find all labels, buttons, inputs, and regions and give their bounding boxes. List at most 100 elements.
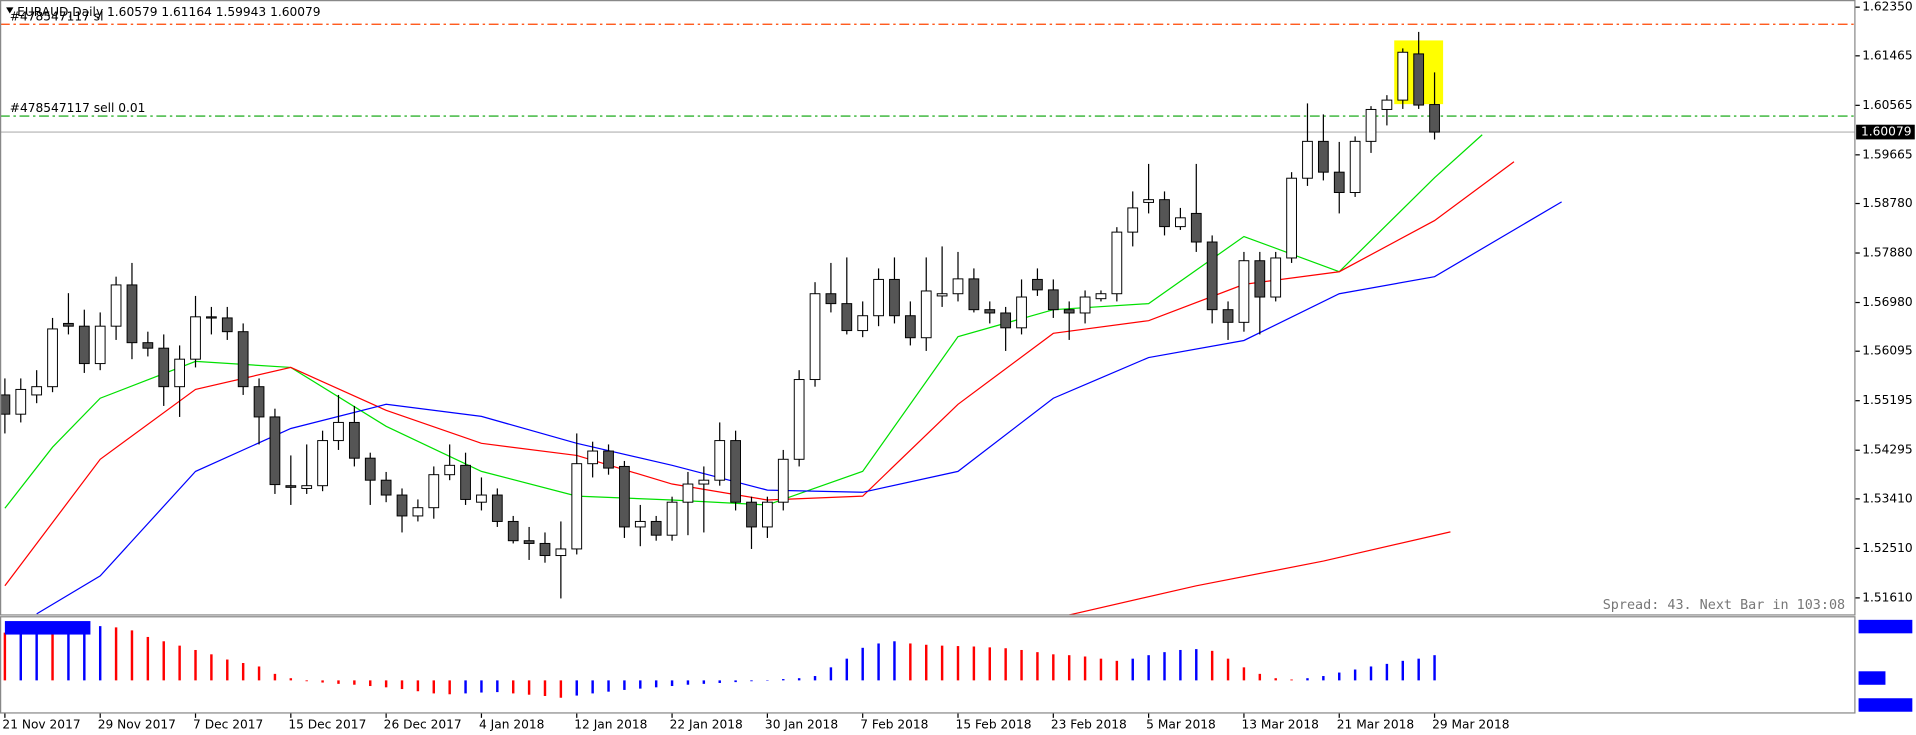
- candle-body: [730, 440, 741, 503]
- candle-body: [1190, 212, 1202, 243]
- candle-body: [396, 494, 408, 517]
- candle-body: [364, 457, 376, 481]
- candle-body: [0, 394, 11, 415]
- candle-body: [1032, 278, 1043, 291]
- candle-body: [1365, 108, 1377, 142]
- candle-body: [269, 416, 281, 486]
- candle-body: [666, 501, 678, 536]
- candle-body: [619, 465, 630, 528]
- candle-body: [1429, 104, 1440, 133]
- candle-body: [221, 317, 233, 333]
- candle-body: [174, 358, 186, 388]
- candle-body: [1047, 289, 1059, 311]
- x-tick-label: 26 Dec 2017: [384, 718, 462, 732]
- indicator-axis-badge: [1858, 619, 1913, 634]
- x-tick-label: 15 Feb 2018: [956, 718, 1032, 732]
- candle-body: [142, 342, 154, 349]
- candle-body: [47, 328, 58, 388]
- menu-arrow: [6, 7, 14, 14]
- y-tick-label: 1.62350: [1862, 0, 1912, 14]
- candle-body: [1317, 140, 1329, 173]
- sub-panel: [3, 626, 1436, 698]
- candle-body: [94, 325, 106, 365]
- candle-body: [904, 315, 916, 339]
- y-tick-label: 1.51610: [1862, 590, 1912, 604]
- x-tick-label: 12 Jan 2018: [574, 718, 647, 732]
- y-tick-label: 1.61465: [1862, 48, 1912, 62]
- candle-body: [1111, 231, 1123, 295]
- y-tick-label: 1.58780: [1862, 196, 1912, 210]
- candle-body: [1000, 312, 1012, 329]
- order-label: #478547117 sl: [10, 9, 104, 23]
- candle-body: [746, 501, 757, 528]
- candle-body: [348, 421, 360, 459]
- y-tick-label: 1.53410: [1862, 491, 1912, 505]
- x-tick-label: 21 Mar 2018: [1337, 718, 1414, 732]
- candle-body: [1238, 260, 1250, 323]
- candle-body: [698, 479, 710, 485]
- candle-body: [682, 483, 694, 503]
- candle-body: [158, 347, 170, 388]
- x-tick-label: 4 Jan 2018: [479, 718, 544, 732]
- candle-body: [491, 494, 503, 522]
- last-price-label: 1.60079: [1861, 125, 1911, 139]
- order-label: #478547117 sell 0.01: [10, 101, 146, 115]
- x-tick-label: 29 Mar 2018: [1432, 718, 1509, 732]
- candle-body: [317, 440, 328, 487]
- candle-body: [63, 322, 74, 327]
- x-tick-label: 30 Jan 2018: [765, 718, 838, 732]
- y-tick-label: 1.56095: [1862, 344, 1912, 358]
- y-tick-label: 1.54295: [1862, 443, 1912, 457]
- indicator-axis-badge: [1858, 698, 1913, 712]
- candle-body: [1143, 199, 1154, 203]
- x-tick-label: 23 Feb 2018: [1051, 718, 1127, 732]
- indicator-axis-badge: [1858, 671, 1886, 685]
- ma-line: [1069, 531, 1451, 615]
- candle-body: [237, 331, 249, 388]
- candle-body: [190, 316, 201, 360]
- candle-body: [1159, 199, 1170, 228]
- candle-body: [1397, 51, 1409, 101]
- candle-body: [952, 278, 964, 295]
- candle-body: [714, 440, 726, 481]
- candle-body: [460, 464, 471, 500]
- candle-body: [507, 520, 519, 542]
- candle-body: [555, 548, 567, 557]
- candle-body: [253, 386, 265, 418]
- candle-body: [333, 421, 344, 442]
- candle-body: [1270, 257, 1282, 298]
- candle-body: [1095, 293, 1107, 300]
- y-tick-label: 1.59665: [1862, 147, 1912, 161]
- last-price-box: [1856, 124, 1915, 140]
- candle-body: [1175, 217, 1186, 228]
- candle-body: [587, 450, 599, 465]
- candle-body: [1381, 99, 1393, 110]
- candle-body: [31, 386, 43, 396]
- y-tick-label: 1.55195: [1862, 393, 1912, 407]
- candle-body: [1063, 309, 1075, 314]
- y-tick-label: 1.56980: [1862, 295, 1912, 309]
- candle-body: [603, 450, 614, 469]
- x-tick-label: 5 Mar 2018: [1146, 718, 1216, 732]
- candle-body: [984, 309, 996, 314]
- candle-body: [1016, 296, 1027, 329]
- candle-body: [809, 293, 821, 381]
- candle-body: [1302, 140, 1313, 179]
- candle-body: [873, 278, 884, 317]
- candle-body: [285, 485, 297, 488]
- candle-body: [650, 520, 662, 536]
- spread-info: Spread: 43. Next Bar in 103:08: [1603, 598, 1845, 613]
- candle-body: [825, 293, 837, 305]
- candle-body: [889, 278, 900, 317]
- candle-body: [968, 278, 980, 311]
- candle-body: [539, 542, 551, 557]
- candle-body: [920, 290, 932, 339]
- chart-title: EURAUD,Daily 1.60579 1.61164 1.59943 1.6…: [17, 5, 320, 19]
- candle-body: [1079, 296, 1091, 314]
- candle-body: [1222, 309, 1234, 323]
- candle-body: [444, 464, 456, 476]
